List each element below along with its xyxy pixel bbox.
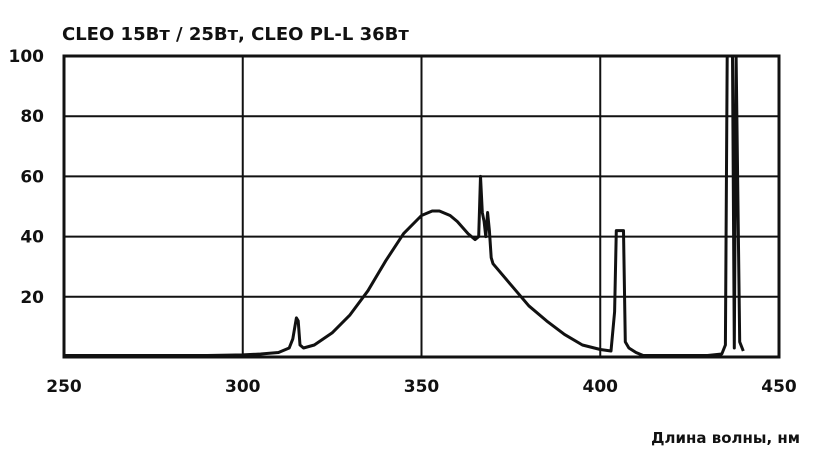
y-tick-label-100: 100 — [9, 47, 45, 67]
y-tick-label-40: 40 — [20, 228, 44, 248]
plot-frame — [62, 54, 781, 359]
x-axis-label: Длина волны, нм — [651, 429, 800, 447]
spectrum-curve — [64, 54, 745, 357]
y-tick-label-20: 20 — [20, 288, 44, 308]
x-tick-label-250: 250 — [46, 377, 82, 397]
x-tick-label-450: 450 — [761, 377, 797, 397]
x-tick-label-350: 350 — [404, 377, 440, 397]
chart-title: CLEO 15Вт / 25Вт, CLEO PL-L 36Вт — [62, 24, 409, 45]
y-axis-ticks: 20 40 60 80 100 — [9, 47, 45, 308]
x-tick-label-300: 300 — [225, 377, 261, 397]
grid-lines — [64, 56, 779, 357]
x-tick-label-400: 400 — [583, 377, 619, 397]
y-tick-label-60: 60 — [20, 167, 44, 187]
x-axis-ticks: 250 300 350 400 450 — [46, 377, 797, 397]
y-tick-label-80: 80 — [20, 107, 44, 127]
